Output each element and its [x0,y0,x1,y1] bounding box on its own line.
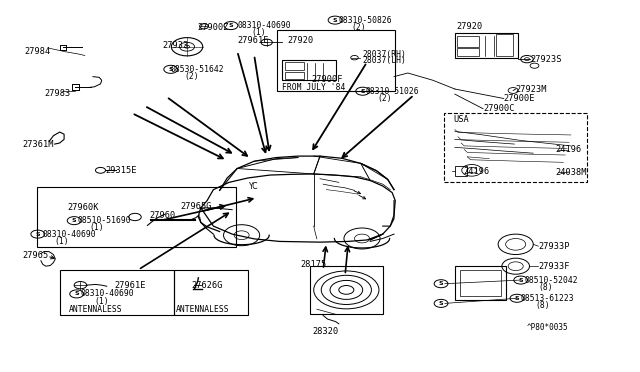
Text: 27361M: 27361M [22,140,54,148]
Text: 08310-40690: 08310-40690 [81,289,134,298]
Bar [458,36,479,47]
Text: 08310-40690: 08310-40690 [43,230,97,238]
Text: S: S [439,301,444,306]
Bar [60,270,174,315]
Text: 29315E: 29315E [106,166,137,175]
Text: 27984: 27984 [24,46,50,55]
Text: 08510-51690: 08510-51690 [77,216,131,225]
Text: 08310-40690: 08310-40690 [237,21,291,30]
Text: 28320: 28320 [312,327,339,336]
Text: 27961E: 27961E [237,36,269,45]
Text: 27933P: 27933P [538,242,570,251]
Text: 27900E: 27900E [504,94,535,103]
Text: (1): (1) [89,223,104,232]
Bar [495,34,513,56]
Text: 27920: 27920 [287,36,314,45]
Bar [455,33,518,58]
Text: (2): (2) [184,72,198,81]
Text: ANTENNALESS: ANTENNALESS [69,305,123,314]
Text: 08310-50826: 08310-50826 [339,16,392,25]
Text: 27920: 27920 [457,22,483,31]
Text: 27923M: 27923M [516,84,547,93]
Text: S: S [72,218,76,223]
Text: 24196: 24196 [556,145,582,154]
Bar [310,266,383,314]
Text: 27983: 27983 [44,89,70,97]
Text: 28037(RH): 28037(RH) [363,49,406,58]
Bar [455,266,506,300]
Bar [458,48,479,56]
Text: (8): (8) [538,283,553,292]
Text: 27900C: 27900C [483,104,515,113]
Text: S: S [439,281,444,286]
Text: (1): (1) [54,237,68,246]
Text: 27933F: 27933F [538,262,570,271]
Text: (2): (2) [351,23,366,32]
Text: 27965: 27965 [22,251,49,260]
Text: 27960: 27960 [149,211,175,219]
Text: FROM JULY '84: FROM JULY '84 [282,83,346,92]
Text: 08530-51642: 08530-51642 [171,65,225,74]
Bar [285,62,304,70]
Text: S: S [168,67,173,72]
Text: 24196: 24196 [463,167,489,176]
Text: 24038M: 24038M [556,168,588,177]
Text: 28175: 28175 [300,260,326,269]
Bar [455,166,467,176]
Bar [282,60,336,80]
Text: S: S [518,278,523,283]
Text: S: S [228,23,233,28]
Text: 27961E: 27961E [115,280,146,290]
Text: 08513-61223: 08513-61223 [521,294,574,303]
Bar [175,270,248,315]
Text: USA: USA [453,115,468,124]
Text: S: S [360,89,365,94]
Text: 27626G: 27626G [191,280,223,290]
Bar [444,113,587,182]
Text: 08510-52042: 08510-52042 [524,276,578,285]
Text: 27965G: 27965G [180,202,212,211]
Text: 27960K: 27960K [68,203,99,212]
Text: (1): (1) [251,28,266,37]
Bar [460,270,501,296]
Text: S: S [333,17,337,23]
Bar [36,187,236,247]
Text: (8): (8) [535,301,550,310]
Text: S: S [515,296,519,301]
Text: (2): (2) [378,94,392,103]
Text: S: S [74,291,79,296]
Text: ^P80*0035: ^P80*0035 [527,323,568,332]
Text: 27900Z: 27900Z [198,23,229,32]
Text: (1): (1) [94,297,109,306]
Text: ANTENNALESS: ANTENNALESS [176,305,229,314]
Bar [277,30,396,91]
Text: YC: YC [250,182,259,190]
Bar [285,71,304,79]
Text: 28037(LH): 28037(LH) [363,57,406,65]
Text: 27900F: 27900F [312,75,343,84]
Text: S: S [35,232,40,237]
Text: 08310-51026: 08310-51026 [365,87,419,96]
Text: 27923S: 27923S [531,55,562,64]
Text: 27933: 27933 [162,41,188,50]
